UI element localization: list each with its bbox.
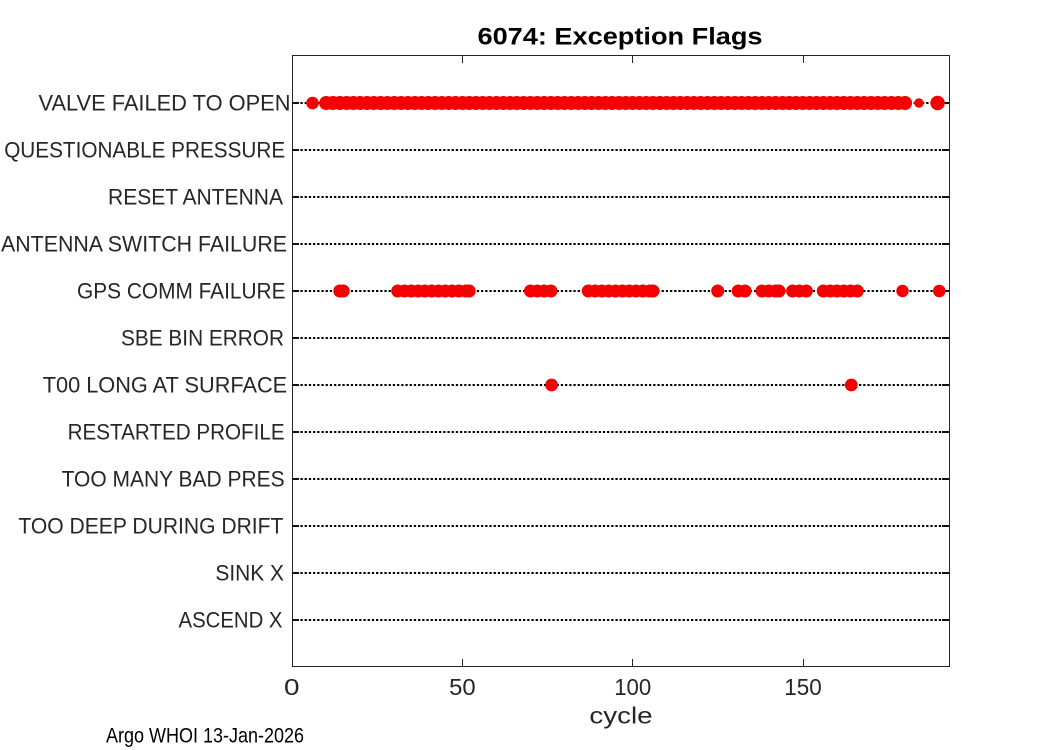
svg-text:100: 100: [614, 674, 651, 700]
svg-text:0: 0: [284, 674, 300, 700]
svg-text:RESET ANTENNA: RESET ANTENNA: [108, 185, 283, 210]
svg-text:SINK X: SINK X: [215, 561, 284, 586]
svg-text:6074: Exception Flags: 6074: Exception Flags: [478, 24, 763, 51]
svg-text:TOO DEEP DURING DRIFT: TOO DEEP DURING DRIFT: [18, 514, 283, 539]
svg-text:Argo WHOI 13-Jan-2026: Argo WHOI 13-Jan-2026: [106, 725, 304, 748]
svg-text:QUESTIONABLE PRESSURE: QUESTIONABLE PRESSURE: [4, 138, 285, 163]
svg-text:GPS COMM FAILURE: GPS COMM FAILURE: [77, 279, 286, 304]
svg-text:SBE BIN ERROR: SBE BIN ERROR: [121, 326, 284, 351]
svg-text:50: 50: [449, 674, 476, 700]
svg-text:TOO MANY BAD PRES: TOO MANY BAD PRES: [62, 467, 285, 492]
svg-text:T00 LONG AT SURFACE: T00 LONG AT SURFACE: [43, 373, 288, 398]
svg-text:ANTENNA SWITCH FAILURE: ANTENNA SWITCH FAILURE: [1, 232, 287, 257]
svg-text:RESTARTED PROFILE: RESTARTED PROFILE: [68, 420, 285, 445]
svg-text:ASCEND X: ASCEND X: [179, 608, 283, 633]
svg-text:VALVE FAILED TO OPEN: VALVE FAILED TO OPEN: [39, 91, 291, 116]
svg-text:150: 150: [784, 674, 822, 700]
svg-text:cycle: cycle: [589, 702, 652, 728]
